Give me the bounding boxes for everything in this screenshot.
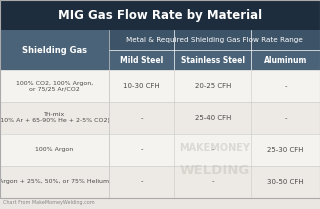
Text: -: - bbox=[140, 147, 143, 153]
Text: 10-30 CFH: 10-30 CFH bbox=[123, 83, 160, 89]
Text: Tri-mix
(10% Ar + 65-90% He + 2-5% CO2): Tri-mix (10% Ar + 65-90% He + 2-5% CO2) bbox=[0, 112, 110, 123]
Text: Aluminum: Aluminum bbox=[264, 56, 307, 65]
Text: Stainless Steel: Stainless Steel bbox=[181, 56, 245, 65]
Text: 100% CO2, 100% Argon,
or 75/25 Ar/CO2: 100% CO2, 100% Argon, or 75/25 Ar/CO2 bbox=[16, 80, 93, 91]
Text: Metal & Required Shielding Gas Flow Rate Range: Metal & Required Shielding Gas Flow Rate… bbox=[126, 37, 303, 43]
Bar bbox=[0, 134, 320, 166]
Text: MAKEMONEY: MAKEMONEY bbox=[179, 143, 250, 153]
Text: 100% Argon: 100% Argon bbox=[35, 147, 74, 152]
Bar bbox=[0, 166, 320, 198]
Text: -: - bbox=[212, 147, 214, 153]
Bar bbox=[0, 0, 320, 30]
Bar bbox=[109, 30, 320, 50]
Text: Chart From MakeMomeyWelding.com: Chart From MakeMomeyWelding.com bbox=[3, 200, 95, 205]
Text: -: - bbox=[212, 178, 214, 185]
Text: -: - bbox=[284, 83, 287, 89]
Bar bbox=[0, 30, 109, 70]
Text: 30-50 CFH: 30-50 CFH bbox=[267, 178, 304, 185]
Bar bbox=[174, 50, 251, 70]
Text: MIG Gas Flow Rate by Material: MIG Gas Flow Rate by Material bbox=[58, 9, 262, 22]
Bar bbox=[0, 70, 320, 102]
Bar bbox=[0, 102, 320, 134]
Text: -: - bbox=[284, 115, 287, 121]
Text: Shielding Gas: Shielding Gas bbox=[22, 46, 87, 55]
Bar bbox=[109, 50, 174, 70]
Text: WELDING: WELDING bbox=[179, 164, 250, 177]
Text: Argon + 25%, 50%, or 75% Helium: Argon + 25%, 50%, or 75% Helium bbox=[0, 179, 109, 184]
Text: -: - bbox=[140, 115, 143, 121]
Bar bbox=[251, 50, 320, 70]
Text: 25-30 CFH: 25-30 CFH bbox=[267, 147, 304, 153]
Text: -: - bbox=[140, 178, 143, 185]
Text: Mild Steel: Mild Steel bbox=[120, 56, 163, 65]
Text: 20-25 CFH: 20-25 CFH bbox=[195, 83, 231, 89]
Text: 25-40 CFH: 25-40 CFH bbox=[195, 115, 231, 121]
